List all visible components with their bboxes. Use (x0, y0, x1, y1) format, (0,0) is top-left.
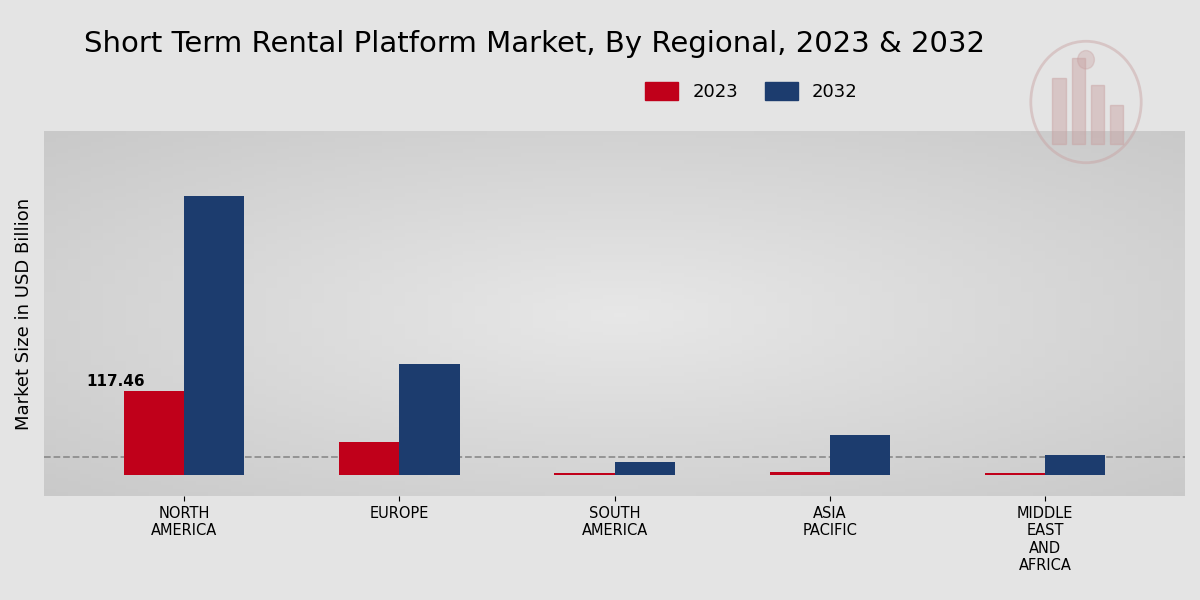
Bar (184, 196, 245, 475)
Circle shape (1078, 50, 1094, 69)
Bar (554, 473, 614, 475)
Bar (1052, 78, 1066, 144)
Bar (769, 472, 830, 475)
Bar (400, 364, 460, 475)
Bar (830, 435, 890, 475)
Bar (1110, 104, 1123, 144)
Bar (1045, 455, 1105, 475)
Text: Short Term Rental Platform Market, By Regional, 2023 & 2032: Short Term Rental Platform Market, By Re… (84, 30, 985, 58)
Bar (1072, 58, 1085, 144)
Legend: 2023, 2032: 2023, 2032 (638, 74, 865, 108)
Bar (985, 473, 1045, 475)
Bar (124, 391, 184, 475)
Bar (614, 462, 674, 475)
Bar (340, 442, 400, 475)
Bar (1091, 85, 1104, 144)
Y-axis label: Market Size in USD Billion: Market Size in USD Billion (14, 197, 34, 430)
Text: 117.46: 117.46 (86, 374, 145, 389)
